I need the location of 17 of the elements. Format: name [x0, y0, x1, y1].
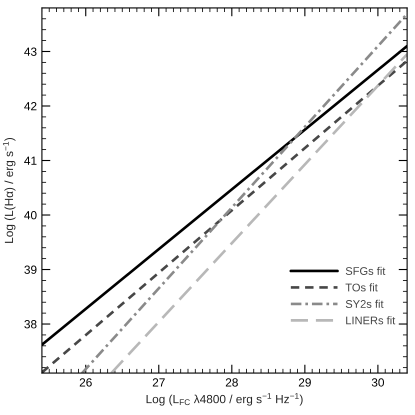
x-tick-label: 28: [226, 378, 238, 387]
y-tick-label: 40: [24, 211, 37, 220]
x-tick-label: 29: [298, 378, 311, 387]
legend-label: LINERs fit: [346, 316, 396, 324]
x-tick-label: 30: [372, 378, 384, 387]
y-tick-label: 43: [24, 48, 37, 56]
x-axis-title: Log (L$_{FC}$ λ4800 / erg s$^{−1}$ Hz$^{−1}$): [146, 393, 303, 406]
y-tick-label: 39: [24, 266, 36, 274]
y-tick-label: 42: [24, 102, 36, 110]
x-tick-label: 27: [152, 378, 165, 386]
y-tick-label: 41: [24, 156, 36, 165]
legend-label: SFGs fit: [346, 266, 386, 275]
y-tick-label: 38: [24, 320, 37, 328]
y-axis-title: Log (L(Hα) / erg s$^{−1}$): [2, 138, 16, 243]
legend-label: TOs fit: [346, 283, 378, 292]
legend-label: SY2s fit: [346, 300, 384, 308]
x-tick-label: 26: [80, 378, 92, 387]
